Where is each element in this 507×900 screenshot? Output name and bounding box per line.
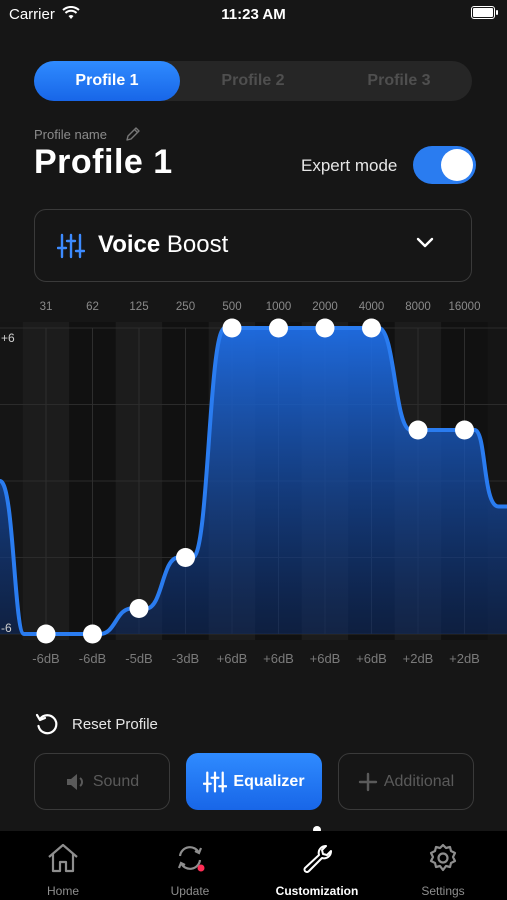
reset-label: Reset Profile [72,715,158,733]
eq-band-handle[interactable] [362,318,381,338]
preset-word-1: Voice [98,231,161,258]
tab-update-label: Update [170,884,210,898]
eq-band-handle[interactable] [269,318,288,338]
plus-icon [358,772,378,791]
profile-tabs: Profile 1 Profile 2 Profile 3 [34,61,472,101]
eq-frequency-label: 16000 [449,301,481,313]
equalizer-button[interactable]: Equalizer [186,753,322,810]
eq-gain-label: +6dB [263,651,294,666]
clock: 11:23 AM [221,6,286,23]
eq-band-handle[interactable] [176,548,195,567]
equalizer-label: Equalizer [233,772,305,790]
gear-icon [429,843,457,872]
eq-frequency-label: 250 [176,301,195,313]
eq-gain-label: -3dB [172,651,199,666]
tab-home[interactable]: Home [0,831,126,900]
eq-frequency-label: 4000 [359,301,385,313]
battery-icon [471,6,498,19]
sliders-icon [57,233,85,259]
eq-gain-label: -6dB [32,651,59,666]
reset-profile-button[interactable]: Reset Profile [34,711,158,737]
update-icon [177,846,205,872]
eq-gain-label: +2dB [403,651,434,666]
eq-gain-label: +6dB [217,651,248,666]
reset-icon [35,713,58,735]
status-bar: Carrier 11:23 AM [0,0,507,28]
wrench-icon [303,845,332,873]
eq-gain-label: -6dB [79,651,106,666]
tab-settings[interactable]: Settings [380,831,506,900]
wifi-icon [62,6,80,19]
tab-home-label: Home [46,884,79,898]
eq-frequency-label: 125 [129,301,148,313]
eq-y-max-label: +6 [1,331,15,345]
sound-label: Sound [92,772,140,790]
preset-word-2: Boost [166,231,229,258]
eq-gain-label: -5dB [125,651,152,666]
eq-frequency-label: 62 [86,301,99,313]
eq-gain-label: +6dB [356,651,387,666]
tab-update[interactable]: Update [127,831,253,900]
expert-mode-label: Expert mode [301,156,398,175]
eq-frequency-label: 500 [222,301,241,313]
tab-customization-label: Customization [275,884,359,898]
speaker-icon [66,773,83,790]
eq-band-handle[interactable] [83,624,102,644]
eq-band-handle[interactable] [455,420,474,440]
equalizer: 31 62 125 250 500 1000 2000 4000 8000 16000 -6dB -6… [0,290,507,680]
additional-button[interactable]: Additional [338,753,474,810]
eq-band-handle[interactable] [36,624,56,644]
profile-name-label: Profile name [34,127,107,142]
chevron-down-icon [416,237,434,248]
tab-indicator-dot [313,826,321,834]
eq-y-min-label: -6 [1,621,12,635]
tab-settings-label: Settings [421,884,465,898]
toggle-knob [441,149,473,181]
eq-band-handle[interactable] [408,420,428,440]
tab-profile-2[interactable]: Profile 2 [221,72,285,89]
eq-band-handle[interactable] [315,318,335,338]
eq-gain-label: +6dB [310,651,341,666]
tab-customization[interactable]: Customization [254,831,380,900]
preset-dropdown[interactable]: Voice Boost [34,209,472,282]
eq-band-handle[interactable] [129,599,149,618]
eq-frequency-label: 2000 [312,301,338,313]
tab-profile-1[interactable]: Profile 1 [34,61,180,101]
sound-button[interactable]: Sound [34,753,170,810]
tab-profile-3[interactable]: Profile 3 [367,72,431,89]
home-icon [48,843,78,873]
eq-band-handle[interactable] [222,318,242,338]
profile-title: Profile 1 [34,143,173,181]
carrier-label: Carrier [9,6,55,23]
eq-frequency-label: 1000 [266,301,292,313]
tab-bar: Home Update Customization Settings [0,831,507,900]
eq-frequency-label: 31 [40,301,53,313]
sliders-icon [203,770,228,793]
pencil-icon[interactable] [124,125,142,143]
preset-name: Voice Boost [98,231,228,259]
equalizer-graph[interactable]: 31 62 125 250 500 1000 2000 4000 8000 16000 -6dB -6… [0,290,507,680]
expert-mode-toggle[interactable] [413,146,476,184]
eq-curve-fill [0,328,507,634]
additional-label: Additional [383,772,455,790]
eq-gain-label: +2dB [449,651,480,666]
eq-frequency-label: 8000 [405,301,431,313]
